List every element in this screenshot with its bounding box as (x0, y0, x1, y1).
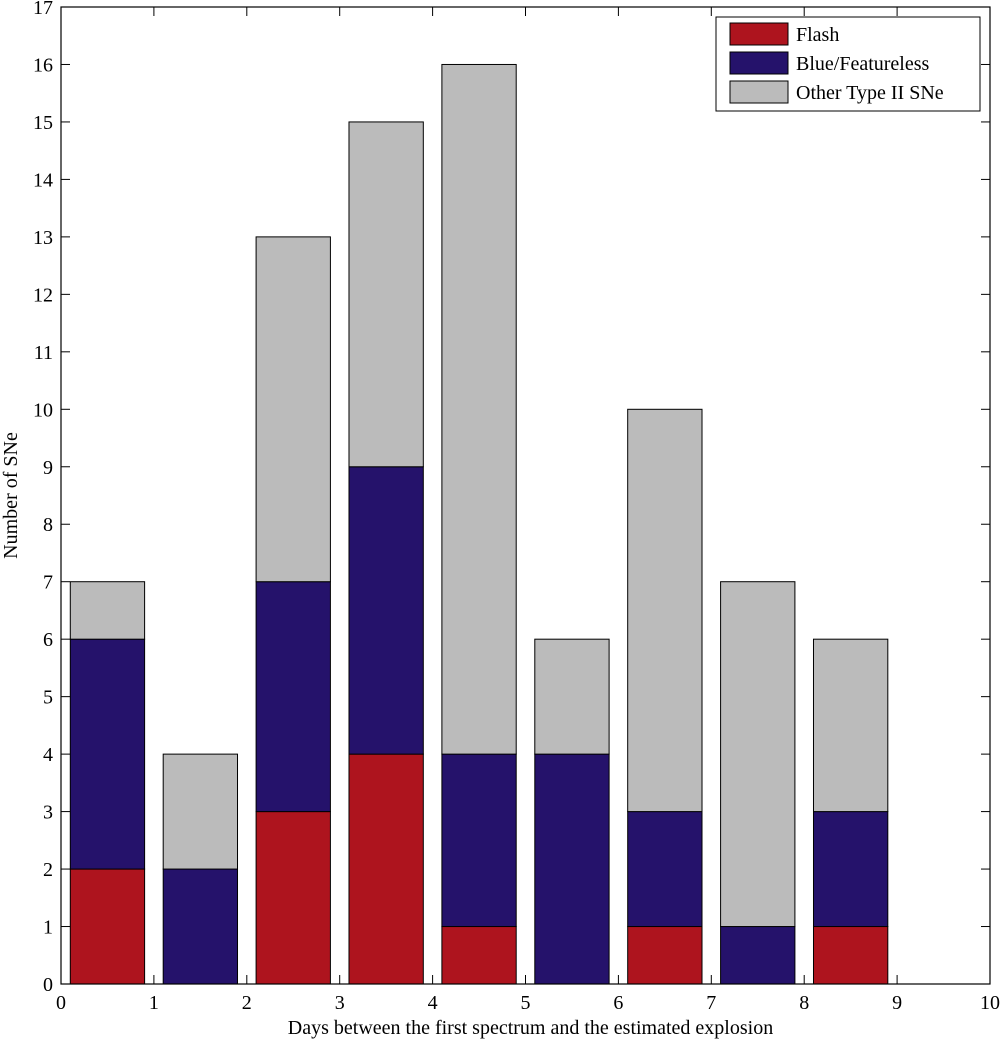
y-tick-label: 3 (43, 802, 53, 824)
x-tick-label: 7 (706, 992, 716, 1014)
bar-other-type-ii-sne-bin-6 (627, 408, 703, 813)
y-tick-label: 0 (43, 974, 53, 996)
x-tick-label: 8 (799, 992, 809, 1014)
bar-other-type-ii-sne-bin-2 (255, 236, 331, 583)
y-tick-label: 17 (33, 0, 53, 19)
bar-other-type-ii-sne-bin-1 (162, 753, 239, 870)
x-tick-label: 1 (149, 992, 159, 1014)
y-tick-label: 2 (43, 859, 53, 881)
bar-blue-featureless-bin-3 (348, 466, 424, 755)
bars-layer (69, 63, 889, 985)
bar-other-type-ii-sne-bin-0 (69, 581, 146, 640)
bar-blue-featureless-bin-1 (162, 868, 239, 985)
x-tick-label: 9 (892, 992, 902, 1014)
y-tick-label: 14 (33, 169, 53, 191)
x-tick-label: 2 (242, 992, 252, 1014)
y-tick-label: 13 (33, 227, 53, 249)
bar-blue-featureless-bin-4 (441, 753, 517, 928)
x-tick-label: 4 (428, 992, 438, 1014)
y-tick-label: 4 (43, 744, 53, 766)
x-tick-label: 5 (521, 992, 531, 1014)
x-tick-label: 6 (613, 992, 623, 1014)
y-tick-label: 5 (43, 687, 53, 709)
y-tick-label: 9 (43, 457, 53, 479)
legend: Flash Blue/Featureless Other Type II SNe (715, 16, 981, 112)
bar-flash-bin-0 (69, 868, 146, 985)
bar-flash-bin-8 (812, 926, 889, 985)
y-axis-title: Number of SNe (0, 432, 22, 559)
bar-blue-featureless-bin-6 (627, 811, 703, 928)
bar-flash-bin-4 (441, 926, 517, 985)
bar-other-type-ii-sne-bin-7 (720, 581, 796, 928)
bar-other-type-ii-sne-bin-5 (534, 638, 610, 755)
y-tick-label: 7 (43, 572, 53, 594)
y-tick-label: 8 (43, 514, 53, 536)
legend-swatch-blue-featureless (729, 51, 789, 75)
legend-label-blue-featureless: Blue/Featureless (796, 53, 930, 75)
x-tick-label: 0 (56, 992, 66, 1014)
x-axis-title: Days between the first spectrum and the … (288, 1017, 773, 1039)
legend-label-other-type-ii-sne: Other Type II SNe (796, 82, 944, 104)
y-tick-label: 6 (43, 629, 53, 651)
bar-other-type-ii-sne-bin-8 (812, 638, 889, 813)
bar-blue-featureless-bin-7 (720, 926, 796, 985)
x-tick-label: 3 (335, 992, 345, 1014)
y-tick-label: 12 (33, 284, 53, 306)
bar-blue-featureless-bin-2 (255, 581, 331, 813)
y-tick-label: 1 (43, 917, 53, 939)
bar-blue-featureless-bin-0 (69, 638, 146, 870)
bar-blue-featureless-bin-8 (812, 811, 889, 928)
y-tick-label: 15 (33, 112, 53, 134)
y-tick-label: 11 (34, 342, 53, 364)
y-tick-label: 10 (33, 399, 53, 421)
legend-label-flash: Flash (796, 24, 839, 46)
bar-other-type-ii-sne-bin-3 (348, 121, 424, 468)
legend-swatch-other-type-ii-sne (729, 80, 789, 104)
bar-blue-featureless-bin-5 (534, 753, 610, 985)
x-tick-label: 10 (980, 992, 1000, 1014)
bar-flash-bin-2 (255, 811, 331, 985)
legend-swatch-flash (729, 22, 789, 46)
bar-flash-bin-3 (348, 753, 424, 985)
y-tick-label: 16 (33, 54, 53, 76)
bar-other-type-ii-sne-bin-4 (441, 63, 517, 755)
bar-flash-bin-6 (627, 926, 703, 985)
